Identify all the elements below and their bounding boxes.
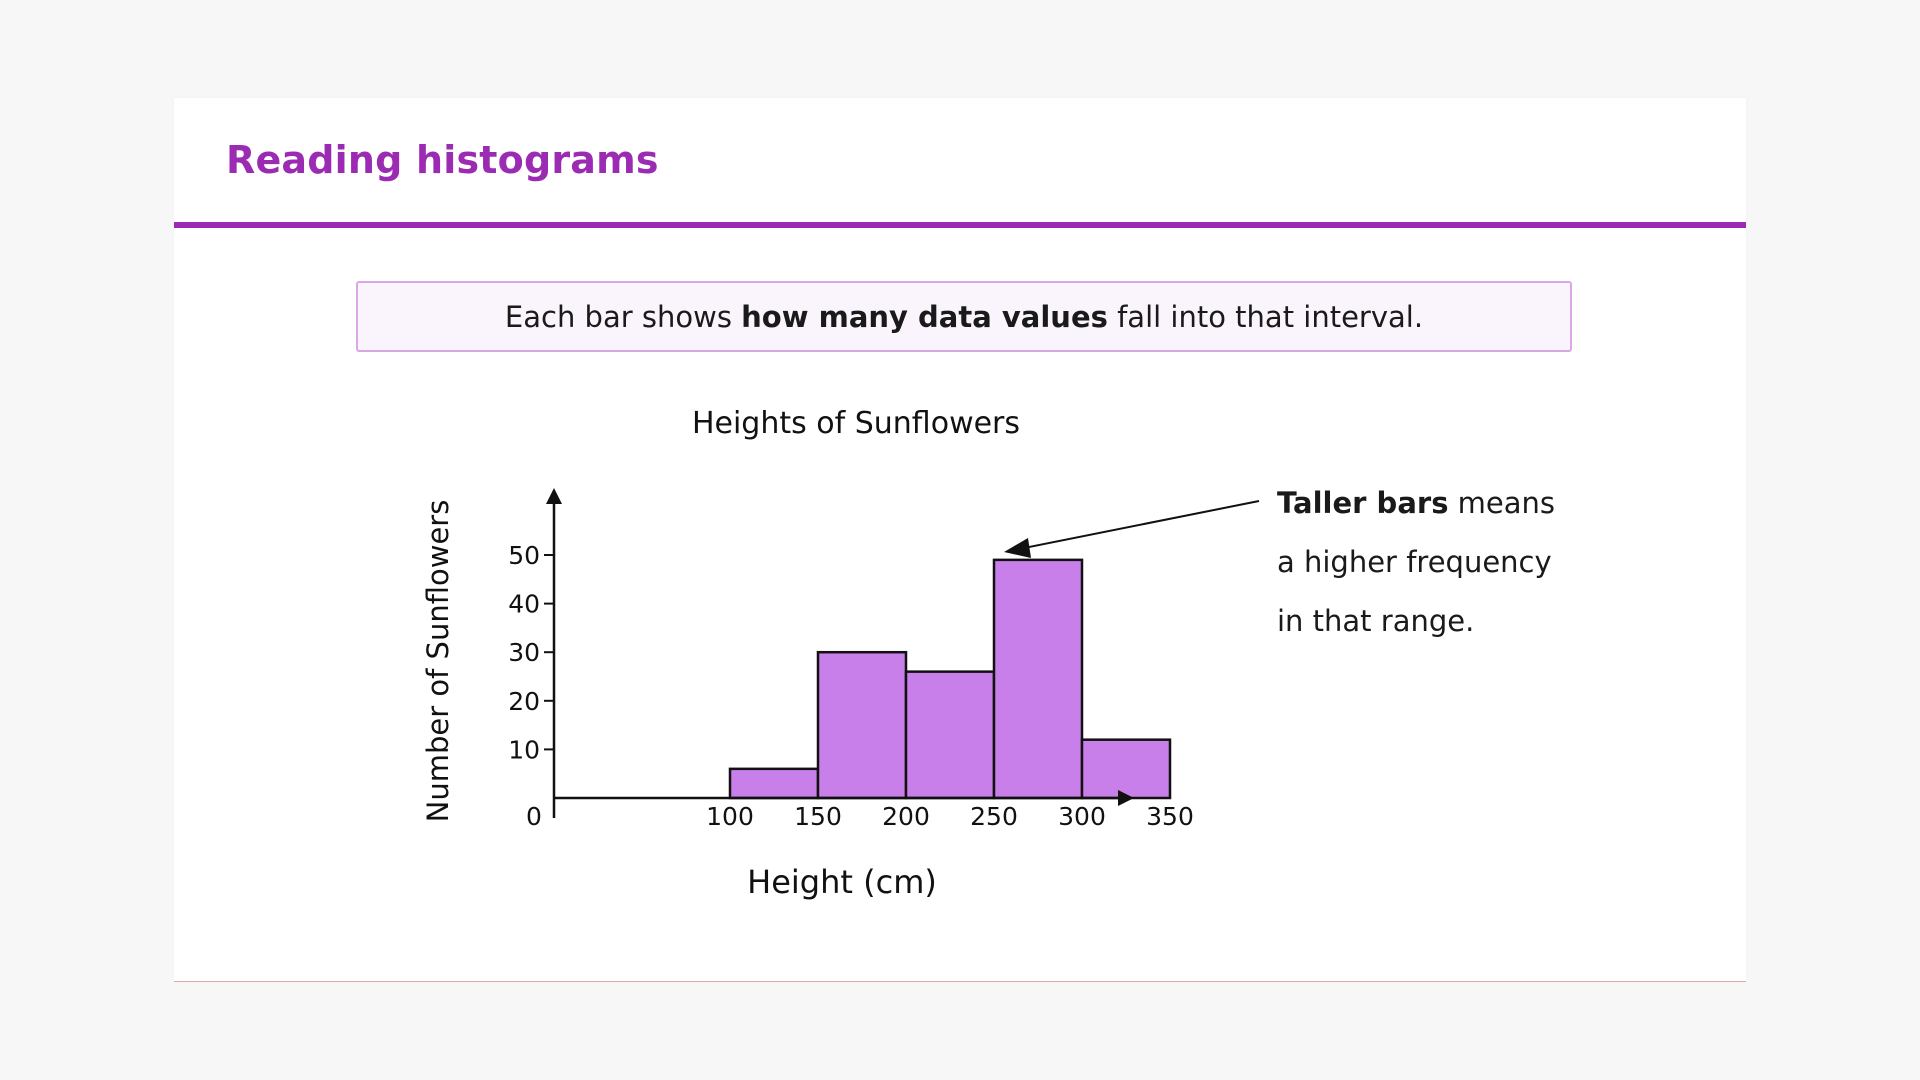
y-tick-label: 10 [508, 735, 540, 764]
title-divider [174, 222, 1746, 228]
histogram-bar-200-250 [904, 670, 996, 800]
definition-callout: Each bar shows how many data values fall… [356, 281, 1572, 352]
x-tick-label: 300 [1058, 802, 1106, 831]
y-axis-arrowhead [546, 488, 562, 504]
histogram-bar-150-200 [816, 650, 908, 800]
annotation-bold: Taller bars [1277, 486, 1449, 520]
annotation-line-3: in that range. [1277, 604, 1475, 638]
y-tick-label: 20 [508, 687, 540, 716]
annotation-line-1: Taller bars means [1277, 474, 1555, 533]
annotation-line-1-rest: means [1448, 486, 1556, 520]
annotation-text: Taller bars means a higher frequency in … [1277, 474, 1555, 651]
y-tick-label: 40 [508, 590, 540, 619]
histogram-chart: Heights of Sunflowers Number of Sunflowe… [421, 406, 1260, 901]
y-tick-label: 30 [508, 638, 540, 667]
x-tick-label: 250 [970, 802, 1018, 831]
y-tick-label: 50 [508, 541, 540, 570]
y-axis-label: Number of Sunflowers [421, 500, 455, 823]
chart-title: Heights of Sunflowers [692, 406, 1020, 441]
x-tick-label: 350 [1146, 802, 1194, 831]
plot-area: 10 20 30 40 50 0 100 150 200 250 300 350 [508, 488, 1194, 831]
slide-card: Reading histograms Each bar shows how ma… [174, 98, 1746, 982]
annotation-arrow [1004, 500, 1260, 558]
x-tick-label: 100 [706, 802, 754, 831]
callout-text-bold: how many data values [741, 299, 1108, 334]
x-tick-label: 200 [882, 802, 930, 831]
histogram-bar-100-150 [728, 767, 820, 800]
histogram-bar-250-300 [992, 558, 1084, 800]
histogram-bar-300-350 [1080, 738, 1172, 800]
x-tick-label: 0 [526, 802, 542, 831]
x-axis-label: Height (cm) [747, 863, 937, 901]
page-title: Reading histograms [226, 138, 659, 182]
annotation-line-2: a higher frequency [1277, 545, 1552, 579]
x-tick-label: 150 [794, 802, 842, 831]
callout-text-after: fall into that interval. [1107, 299, 1424, 334]
x-axis-arrowhead [1118, 790, 1134, 806]
callout-text-before: Each bar shows [504, 299, 742, 334]
